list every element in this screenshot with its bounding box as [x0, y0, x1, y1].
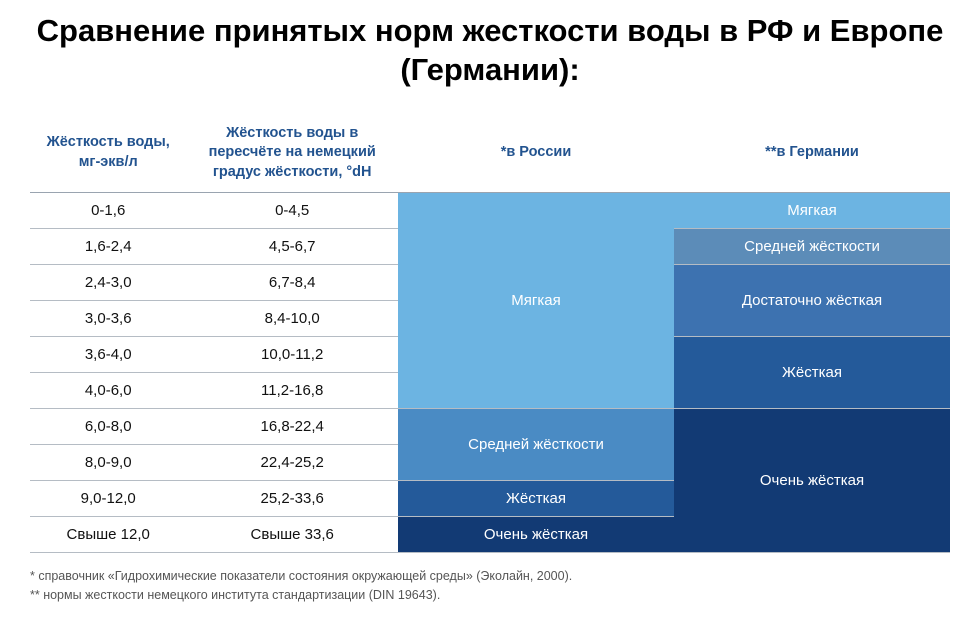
- mgeq-cell: Свыше 12,0: [30, 517, 186, 553]
- germany-soft: Мягкая: [674, 193, 950, 229]
- footnote-2: ** нормы жесткости немецкого института с…: [30, 586, 950, 605]
- dh-cell: 4,5-6,7: [186, 229, 398, 265]
- mgeq-cell: 6,0-8,0: [30, 409, 186, 445]
- dh-cell: 0-4,5: [186, 193, 398, 229]
- dh-cell: 25,2-33,6: [186, 481, 398, 517]
- dh-cell: 10,0-11,2: [186, 337, 398, 373]
- dh-cell: Свыше 33,6: [186, 517, 398, 553]
- mgeq-cell: 3,0-3,6: [30, 301, 186, 337]
- mgeq-cell: 0-1,6: [30, 193, 186, 229]
- russia-vhard: Очень жёсткая: [398, 517, 674, 553]
- footnotes: * справочник «Гидрохимические показатели…: [30, 567, 950, 605]
- germany-vhard: Очень жёсткая: [674, 409, 950, 553]
- footnote-1: * справочник «Гидрохимические показатели…: [30, 567, 950, 586]
- dh-cell: 11,2-16,8: [186, 373, 398, 409]
- col-header-russia: *в России: [398, 114, 674, 193]
- russia-hard: Жёсткая: [398, 481, 674, 517]
- table-row: 6,0-8,0 16,8-22,4 Средней жёсткости Очен…: [30, 409, 950, 445]
- col-header-germany: **в Германии: [674, 114, 950, 193]
- mgeq-cell: 8,0-9,0: [30, 445, 186, 481]
- dh-cell: 8,4-10,0: [186, 301, 398, 337]
- mgeq-cell: 2,4-3,0: [30, 265, 186, 301]
- russia-medium: Средней жёсткости: [398, 409, 674, 481]
- germany-hard: Жёсткая: [674, 337, 950, 409]
- table-row: 0-1,6 0-4,5 Мягкая Мягкая: [30, 193, 950, 229]
- mgeq-cell: 4,0-6,0: [30, 373, 186, 409]
- dh-cell: 22,4-25,2: [186, 445, 398, 481]
- dh-cell: 6,7-8,4: [186, 265, 398, 301]
- germany-enough: Достаточно жёсткая: [674, 265, 950, 337]
- germany-medium: Средней жёсткости: [674, 229, 950, 265]
- col-header-dh: Жёсткость воды в пересчёте на немецкий г…: [186, 114, 398, 193]
- hardness-comparison-table: Жёсткость воды, мг-экв/л Жёсткость воды …: [30, 114, 950, 554]
- mgeq-cell: 1,6-2,4: [30, 229, 186, 265]
- mgeq-cell: 3,6-4,0: [30, 337, 186, 373]
- col-header-mgeq: Жёсткость воды, мг-экв/л: [30, 114, 186, 193]
- mgeq-cell: 9,0-12,0: [30, 481, 186, 517]
- russia-soft: Мягкая: [398, 193, 674, 409]
- dh-cell: 16,8-22,4: [186, 409, 398, 445]
- page-title: Сравнение принятых норм жесткости воды в…: [30, 12, 950, 90]
